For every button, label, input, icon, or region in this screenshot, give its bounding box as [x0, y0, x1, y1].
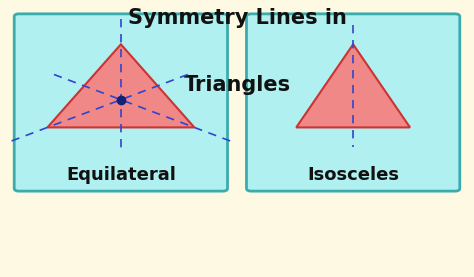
Text: Triangles: Triangles — [183, 75, 291, 95]
FancyBboxPatch shape — [246, 14, 460, 191]
Text: Equilateral: Equilateral — [66, 166, 176, 183]
FancyBboxPatch shape — [14, 14, 228, 191]
Polygon shape — [47, 44, 194, 127]
Text: Isosceles: Isosceles — [307, 166, 399, 183]
Text: Symmetry Lines in: Symmetry Lines in — [128, 8, 346, 28]
Polygon shape — [296, 44, 410, 127]
